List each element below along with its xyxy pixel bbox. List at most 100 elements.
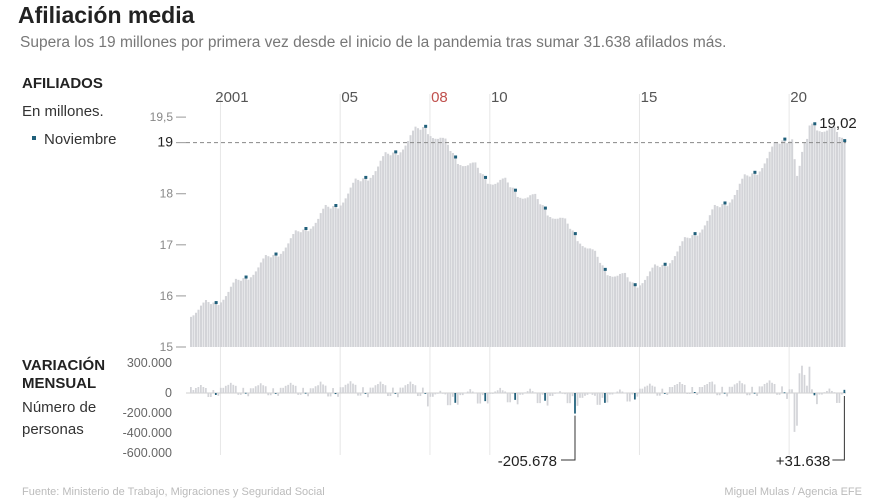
afiliados-bar [217,305,220,347]
variation-bar [706,384,709,393]
variation-bar [621,391,624,393]
afiliados-bar [194,312,198,347]
afiliados-bar [282,251,285,347]
afiliados-bar [274,255,277,347]
variation-bar [329,393,332,397]
afiliados-bar [244,278,247,347]
year-label-15: 15 [641,89,658,106]
variation-bar [756,393,758,396]
afiliados-bar [831,127,834,347]
afiliados-bar [681,241,684,347]
afiliados-bar [416,128,420,347]
variation-bar [566,393,569,404]
afiliados-bar [688,238,691,347]
variation-bar [217,393,220,396]
afiliados-bar [414,126,417,347]
november-marker [813,122,817,126]
variation-bar [312,388,314,393]
afiliados-bar [466,165,469,347]
variation-bar [426,393,429,407]
variation-bar [307,393,309,397]
afiliados-bar [324,204,327,347]
november-marker [843,139,847,143]
variation-bar [604,393,606,403]
afiliados-bar [449,151,452,347]
afiliados-bar [242,278,245,347]
afiliados-bar [317,218,320,347]
variation-bar [259,383,262,393]
afiliados-bar [349,187,352,347]
top-panel-unit: En millones. [22,103,104,120]
variation-bar [671,387,674,393]
november-marker [274,252,278,256]
variation-bar [389,393,392,397]
variation-bar [831,390,833,393]
variation-bar [596,393,599,405]
afiliados-bar [309,228,312,347]
afiliados-bar [519,197,522,347]
afiliados-bar [733,194,736,347]
year-label-08: 08 [431,89,448,106]
afiliados-bar [718,207,721,347]
variation-bar [254,386,257,393]
afiliados-bar [446,144,449,347]
variation-bar [843,389,846,393]
november-marker [364,175,368,179]
variation-bar [419,393,422,397]
variation-bar [411,384,414,393]
variation-bar [239,393,242,395]
afiliados-bar [721,204,724,347]
afiliados-bar [219,302,222,347]
y-tick-label: 19,5 [150,110,174,124]
afiliados-bar [534,193,537,347]
variation-bar [402,387,404,393]
afiliados-bar [444,138,447,347]
afiliados-bar [554,218,557,347]
variation-bar [569,393,571,404]
afiliados-bar [511,187,514,347]
afiliados-bar [703,225,706,347]
afiliados-bar [556,218,559,347]
variation-bar [494,391,497,393]
variation-bar [686,393,689,394]
afiliados-bar [561,217,564,347]
year-label-05: 05 [341,89,358,106]
bottom-panel-unit-1: Número de [22,399,97,416]
afiliados-bar [691,235,694,347]
afiliados-bar [574,234,577,347]
variation-bar [541,393,544,395]
afiliados-bar [464,166,467,347]
afiliados-bar [302,229,305,347]
variation-bar [232,384,235,393]
variation-bar [277,393,280,396]
variation-bar [486,393,489,404]
variation-bar [536,393,539,404]
afiliados-bar [766,158,769,347]
afiliados-bar [252,274,255,347]
variation-bar [499,387,502,393]
variation-bar [561,393,564,394]
afiliados-bar [638,285,642,347]
variation-bar [658,393,661,396]
variation-bar [416,393,419,397]
afiliados-bar [354,178,357,347]
variation-bar [823,392,826,393]
variation-bar [559,391,561,393]
variation-bar [287,384,290,393]
afiliados-bar [222,299,225,347]
variation-bar [227,384,230,393]
variation-bar [514,393,517,400]
variation-bar [826,390,828,393]
afiliados-bar [773,141,776,347]
variation-bar [713,384,716,393]
afiliados-bar [347,193,350,347]
afiliados-bar [229,286,232,347]
afiliados-bar [476,167,479,347]
afiliados-bar [314,222,317,347]
afiliados-bar [292,234,295,347]
afiliados-bar [811,123,814,347]
variation-bar [526,391,529,393]
variation-bar [693,392,696,393]
afiliados-bar [838,136,841,347]
afiliados-bar [821,132,824,347]
